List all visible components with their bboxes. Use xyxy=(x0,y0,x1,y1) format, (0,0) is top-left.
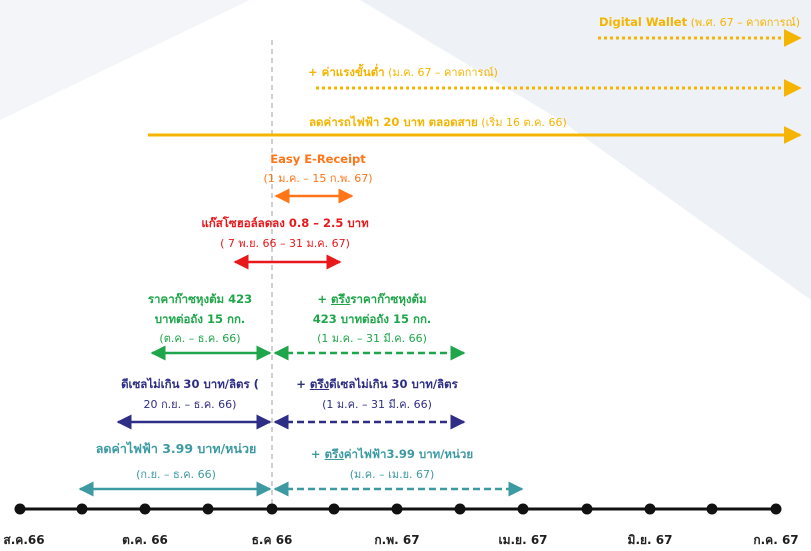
easy-receipt-period: (1 ม.ค. – 15 ก.พ. 67) xyxy=(263,172,373,185)
timeline-tick-dot xyxy=(770,503,782,515)
background-shade xyxy=(360,0,811,300)
min-wage-label: + ค่าแรงขั้นต่ำ (ม.ค. 67 – คาดการณ์) xyxy=(308,65,498,79)
timeline-tick-dot xyxy=(202,503,214,515)
electricity-extension-period: (ม.ค. – เม.ย. 67) xyxy=(349,468,435,481)
timeline-tick-dot xyxy=(454,503,466,515)
timeline-tick-dot xyxy=(517,503,529,515)
timeline-tick-label: ธ.ค 66 xyxy=(251,533,293,547)
timeline-tick-dot xyxy=(706,503,718,515)
lpg-period: (ต.ค. – ธ.ค. 66) xyxy=(159,332,241,345)
diesel-extension-title: + ตรึงดีเซลไม่เกิน 30 บาท/ลิตร xyxy=(296,377,458,391)
timeline-tick-label: มิ.ย. 67 xyxy=(627,533,673,547)
timeline-tick-label: เม.ย. 67 xyxy=(498,533,548,547)
timeline-tick-label: ส.ค.66 xyxy=(3,533,45,547)
timeline-tick-dot xyxy=(328,503,340,515)
lpg-extension-line2: 423 บาทต่อถัง 15 กก. xyxy=(312,312,432,326)
timeline-tick-label: ต.ค. 66 xyxy=(122,533,168,547)
timeline-tick-dot xyxy=(139,503,151,515)
timeline-tick-dot xyxy=(266,503,278,515)
easy-receipt-title: Easy E-Receipt xyxy=(270,152,366,166)
electricity-extension-title: + ตรึงค่าไฟฟ้า3.99 บาท/หน่วย xyxy=(310,447,474,461)
diesel-extension-period: (1 ม.ค. – 31 มี.ค. 66) xyxy=(322,398,432,411)
timeline-tick-dot xyxy=(391,503,403,515)
timeline-tick-dot xyxy=(14,503,26,515)
lpg-extension-title: + ตรึงราคาก๊าซหุงต้ม xyxy=(317,292,427,306)
timeline-tick-label: ก.พ. 67 xyxy=(374,533,420,547)
background-shade xyxy=(0,0,250,120)
timeline-tick-dot xyxy=(581,503,593,515)
timeline-tick-label: ก.ค. 67 xyxy=(753,533,799,547)
diesel-title: ดีเซลไม่เกิน 30 บาท/ลิตร ( xyxy=(121,377,259,391)
gasohol-title: แก๊สโซฮอล์ลดลง 0.8 – 2.5 บาท xyxy=(201,216,369,230)
train-fare-label: ลดค่ารถไฟฟ้า 20 บาท ตลอดสาย (เริ่ม 16 ต.… xyxy=(309,115,567,129)
electricity-period: (ก.ย. – ธ.ค. 66) xyxy=(136,468,216,481)
lpg-title-line2: บาทต่อถัง 15 กก. xyxy=(154,312,246,326)
diesel-period: 20 ก.ย. – ธ.ค. 66) xyxy=(143,398,237,411)
timeline-tick-dot xyxy=(644,503,656,515)
digital-wallet-label: Digital Wallet (พ.ศ. 67 – คาดการณ์) xyxy=(599,15,801,29)
lpg-title-line1: ราคาก๊าซหุงต้ม 423 xyxy=(147,292,253,306)
timeline-tick-dot xyxy=(76,503,88,515)
lpg-extension-period: (1 ม.ค. – 31 มี.ค. 66) xyxy=(317,332,427,345)
electricity-title: ลดค่าไฟฟ้า 3.99 บาท/หน่วย xyxy=(95,441,257,456)
gasohol-period: ( 7 พ.ย. 66 – 31 ม.ค. 67) xyxy=(220,237,350,250)
